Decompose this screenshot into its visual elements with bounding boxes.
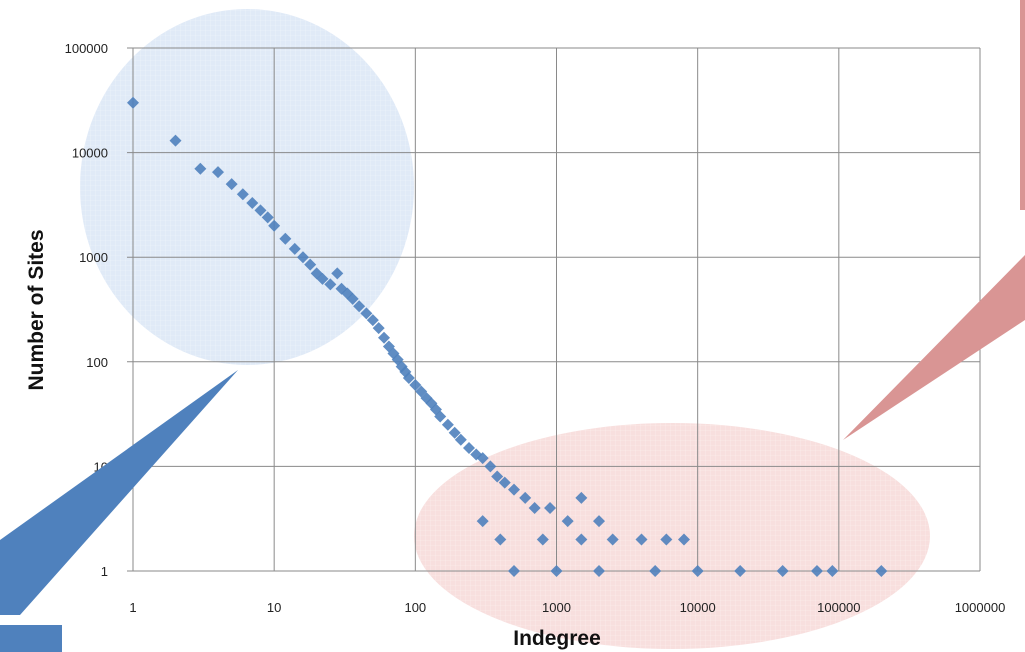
data-point	[875, 565, 888, 577]
data-point	[434, 410, 447, 423]
data-point	[498, 476, 511, 489]
data-point	[409, 379, 422, 392]
data-point	[360, 307, 373, 320]
data-point	[508, 483, 521, 496]
y-tick-label: 10000	[72, 146, 108, 161]
y-tick-label: 1000	[79, 250, 108, 265]
x-tick-label: 1000	[542, 600, 571, 615]
x-tick-label: 10000	[680, 600, 716, 615]
data-point	[246, 196, 259, 209]
highlight-ellipse-head-hatch	[80, 9, 414, 365]
data-point	[254, 204, 267, 217]
data-point	[372, 322, 385, 335]
data-point	[550, 565, 563, 577]
data-point	[127, 96, 139, 109]
blue-callout-box	[0, 625, 62, 652]
data-point	[261, 211, 274, 224]
data-point	[169, 134, 182, 147]
red-callout-pointer	[843, 255, 1025, 440]
blue-callout-pointer	[0, 370, 238, 615]
data-point	[476, 515, 489, 528]
x-tick-label: 1	[129, 600, 136, 615]
highlight-ellipse-tail-hatch	[414, 423, 930, 649]
data-point	[592, 515, 605, 528]
data-point	[296, 251, 309, 264]
data-point	[826, 565, 839, 577]
y-axis-title: Number of Sites	[25, 229, 48, 390]
data-point	[324, 278, 337, 291]
data-point	[288, 242, 301, 255]
data-point	[519, 491, 532, 504]
data-point	[691, 565, 704, 577]
data-point	[561, 515, 574, 528]
data-point	[575, 533, 588, 546]
x-tick-labels: 1 10 100 1000 10000 100000 1000000	[129, 600, 1005, 615]
data-point	[677, 533, 690, 546]
data-point	[494, 533, 507, 546]
data-point	[304, 258, 317, 271]
data-point	[441, 418, 454, 431]
data-point	[635, 533, 648, 546]
y-tick-label: 100000	[65, 41, 108, 56]
data-point	[528, 502, 541, 515]
x-axis-title: Indegree	[513, 627, 601, 650]
data-point	[225, 178, 238, 191]
data-point	[366, 314, 379, 327]
data-point	[402, 372, 415, 385]
data-point	[194, 162, 207, 175]
data-point	[810, 565, 823, 577]
data-point	[346, 292, 359, 305]
data-point	[606, 533, 619, 546]
data-point	[331, 267, 344, 280]
data-point	[544, 502, 557, 515]
data-point	[316, 272, 329, 285]
x-tick-label: 1000000	[955, 600, 1006, 615]
data-points	[127, 96, 888, 577]
y-tick-label: 1	[101, 564, 108, 579]
data-point	[236, 188, 249, 201]
data-point	[660, 533, 673, 546]
data-point	[491, 470, 504, 483]
data-point	[575, 491, 588, 504]
data-point	[454, 433, 467, 446]
data-point	[353, 300, 366, 313]
x-tick-label: 10	[267, 600, 281, 615]
data-point	[448, 426, 461, 439]
data-point	[734, 565, 747, 577]
data-point	[476, 452, 489, 465]
data-point	[268, 219, 281, 232]
data-point	[508, 565, 521, 577]
y-tick-label: 100	[86, 355, 108, 370]
data-point	[211, 166, 224, 179]
x-tick-label: 100	[404, 600, 426, 615]
data-point	[378, 331, 391, 344]
data-point	[279, 232, 292, 245]
red-callout-box	[1020, 0, 1025, 210]
data-point	[776, 565, 789, 577]
data-point	[484, 460, 497, 473]
x-tick-label: 100000	[817, 600, 860, 615]
data-point	[649, 565, 662, 577]
data-point	[592, 565, 605, 577]
data-point	[536, 533, 549, 546]
data-point	[463, 441, 476, 454]
